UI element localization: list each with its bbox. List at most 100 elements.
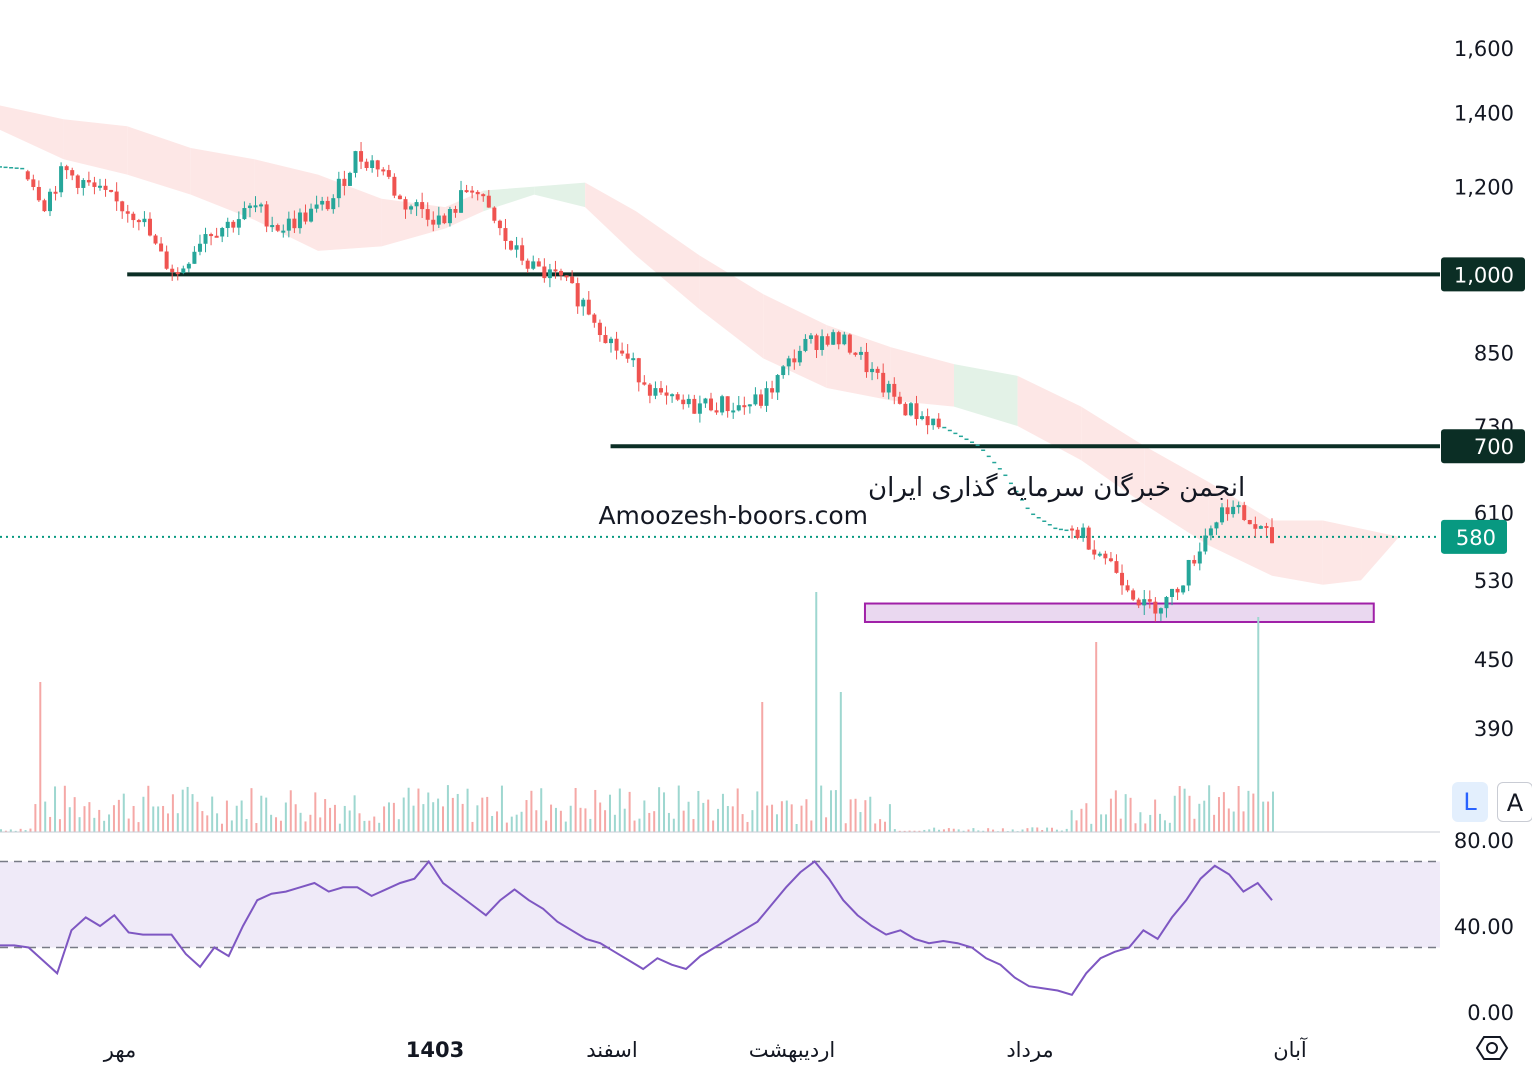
volume-bar bbox=[736, 788, 739, 832]
volume-bar bbox=[1217, 797, 1220, 832]
volume-bar bbox=[780, 801, 783, 832]
volume-bar bbox=[471, 821, 474, 832]
cloud-segment bbox=[826, 325, 891, 401]
candle-body bbox=[364, 161, 369, 169]
volume-bar bbox=[1041, 829, 1044, 832]
volume-bar bbox=[599, 802, 602, 832]
candle-body bbox=[492, 207, 497, 221]
volume-bar bbox=[898, 830, 901, 832]
cloud-segment bbox=[190, 148, 255, 220]
cloud-segment bbox=[1322, 520, 1362, 585]
volume-bar bbox=[235, 805, 238, 832]
volume-bar bbox=[1144, 823, 1147, 832]
volume-bar bbox=[363, 820, 366, 832]
volume-bar bbox=[702, 802, 705, 832]
candle-body bbox=[175, 272, 180, 275]
candle-body bbox=[642, 382, 647, 385]
candle-body bbox=[136, 220, 141, 223]
candle-body bbox=[675, 394, 680, 400]
volume-bar bbox=[1272, 791, 1274, 832]
candle-body bbox=[292, 218, 297, 229]
volume-bar bbox=[1021, 829, 1024, 832]
cloud-segment bbox=[483, 186, 535, 212]
cloud-segment bbox=[0, 105, 64, 160]
price-tick: 530 bbox=[1474, 569, 1514, 593]
volume-bar bbox=[309, 814, 312, 832]
volume-bar bbox=[864, 800, 867, 832]
candle-body bbox=[436, 215, 441, 225]
volume-bar bbox=[697, 790, 700, 832]
volume-bar bbox=[186, 786, 189, 832]
settings-icon[interactable] bbox=[1474, 1030, 1510, 1066]
volume-bar bbox=[844, 823, 847, 832]
volume-bar bbox=[437, 798, 440, 832]
volume-bar bbox=[402, 797, 405, 832]
candle-body bbox=[1175, 588, 1180, 593]
volume-bar bbox=[88, 802, 91, 832]
volume-bar bbox=[663, 792, 666, 832]
volume-bar bbox=[147, 785, 150, 832]
candle-body bbox=[1181, 585, 1186, 593]
candle-body bbox=[1108, 558, 1113, 562]
volume-bar bbox=[633, 820, 636, 832]
candle-body bbox=[1114, 561, 1119, 573]
volume-bar bbox=[230, 820, 233, 832]
volume-bar bbox=[957, 829, 960, 832]
volume-bar bbox=[142, 796, 145, 832]
candle-body bbox=[347, 172, 352, 186]
volume-bar bbox=[461, 803, 464, 832]
cloud-segment bbox=[1272, 520, 1323, 585]
candle-body bbox=[831, 332, 836, 345]
candle-body bbox=[247, 205, 252, 209]
candle-body bbox=[559, 270, 564, 276]
time-axis[interactable]: مهر 1403 اسفند اردیبهشت مرداد آبان bbox=[103, 1037, 1308, 1062]
volume-bar bbox=[594, 789, 597, 832]
cloud-segment bbox=[636, 211, 700, 310]
candle-body bbox=[370, 160, 375, 169]
volume-bar bbox=[849, 799, 852, 832]
candle-body bbox=[503, 228, 508, 241]
candle-body bbox=[914, 403, 919, 420]
candle-body bbox=[1270, 527, 1274, 544]
candle-body bbox=[470, 190, 475, 193]
candle-body bbox=[825, 336, 830, 345]
candle-body bbox=[931, 418, 936, 426]
volume-bar bbox=[712, 820, 715, 832]
auto-scale-button[interactable]: A bbox=[1497, 782, 1532, 822]
volume-bar bbox=[0, 829, 2, 832]
candle-body bbox=[875, 368, 880, 373]
candle-body bbox=[303, 212, 308, 222]
volume-bar bbox=[496, 811, 499, 832]
volume-bar bbox=[294, 804, 297, 832]
candle-body bbox=[125, 211, 130, 214]
volume-bar bbox=[1257, 617, 1260, 832]
candle-body bbox=[431, 219, 436, 225]
candle-body bbox=[359, 151, 364, 162]
candle-body bbox=[708, 398, 713, 411]
time-tick: اردیبهشت bbox=[749, 1038, 836, 1062]
volume-bar bbox=[176, 813, 179, 832]
volume-bar bbox=[157, 806, 160, 832]
volume-bar bbox=[530, 790, 533, 832]
volume-bar bbox=[790, 804, 793, 832]
candle-body bbox=[153, 235, 158, 244]
candle-body bbox=[1103, 553, 1108, 559]
volume-bar bbox=[329, 807, 332, 832]
volume-bar bbox=[1232, 811, 1235, 832]
volume-bar bbox=[672, 818, 675, 832]
price-axis[interactable]: 1,6001,4001,20085073061053045039080.0040… bbox=[1454, 37, 1514, 1025]
candle-body bbox=[881, 372, 886, 393]
volume-bar bbox=[1208, 785, 1211, 832]
volume-bar bbox=[884, 821, 887, 832]
log-scale-button[interactable]: L bbox=[1452, 782, 1488, 822]
volume-bar bbox=[1036, 827, 1039, 832]
candle-body bbox=[531, 261, 536, 269]
volume-bar bbox=[1149, 814, 1152, 832]
volume-bar bbox=[933, 827, 936, 832]
watermark-line-1: انجمن خبرگان سرمایه گذاری ایران bbox=[868, 472, 1245, 503]
volume-bar bbox=[520, 811, 523, 832]
candle-body bbox=[170, 268, 175, 273]
volume-bar bbox=[569, 805, 572, 832]
volume-bar bbox=[333, 804, 336, 832]
